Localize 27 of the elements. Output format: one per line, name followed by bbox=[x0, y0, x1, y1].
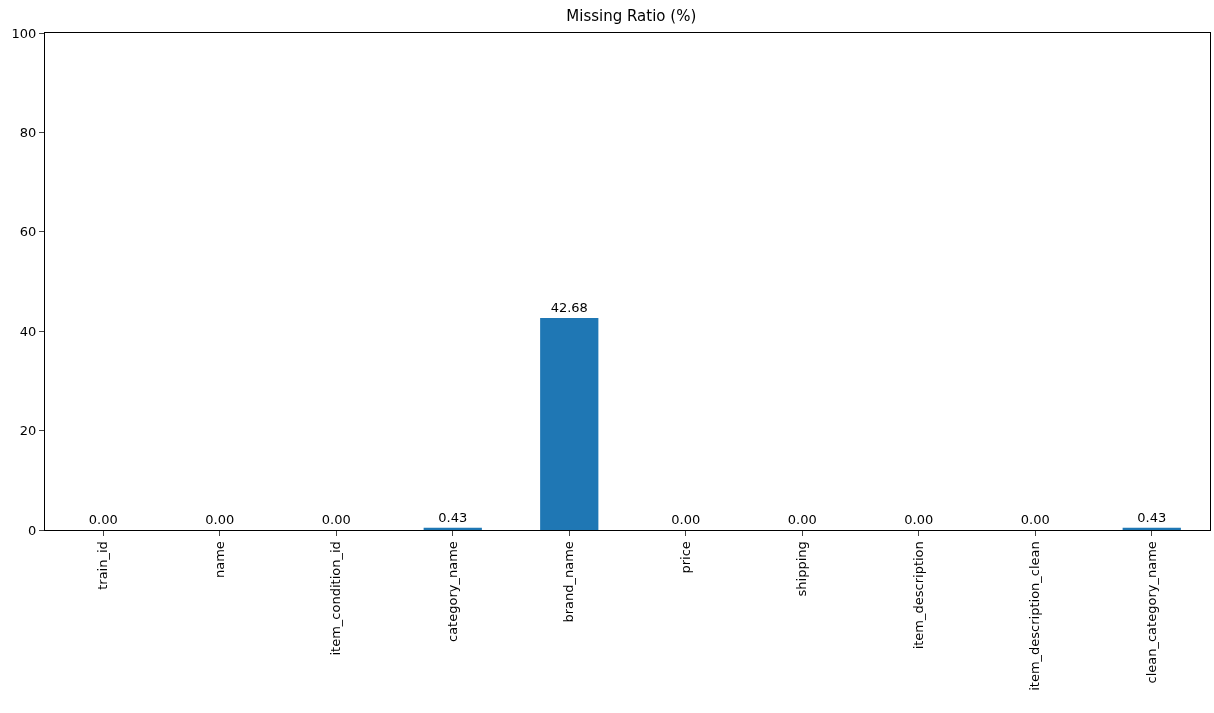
y-tick-label: 60 bbox=[19, 224, 37, 240]
data-label: 0.00 bbox=[787, 512, 817, 527]
data-label: 0.43 bbox=[1137, 509, 1167, 525]
x-tick-label: price bbox=[677, 541, 693, 574]
y-tick-label: 100 bbox=[11, 25, 37, 41]
data-label: 0.00 bbox=[205, 512, 235, 527]
data-label: 42.68 bbox=[550, 299, 588, 315]
data-label: 0.00 bbox=[1020, 512, 1050, 527]
data-label: 0.43 bbox=[438, 509, 468, 525]
y-tick-label: 20 bbox=[19, 423, 37, 439]
y-tick-label: 0 bbox=[28, 522, 37, 538]
x-tick-label: clean_category_name bbox=[1143, 541, 1159, 684]
data-label: 0.00 bbox=[671, 512, 701, 527]
x-tick-label: item_condition_id bbox=[328, 541, 344, 656]
data-label: 0.00 bbox=[88, 512, 118, 527]
x-tick-label: train_id bbox=[95, 541, 111, 590]
data-label: 0.00 bbox=[321, 512, 351, 527]
data-label: 0.00 bbox=[904, 512, 934, 527]
x-tick-label: brand_name bbox=[561, 541, 577, 623]
x-tick-label: shipping bbox=[794, 541, 810, 597]
x-tick-label: item_description_clean bbox=[1027, 541, 1043, 691]
x-tick-label: item_description bbox=[910, 541, 926, 650]
y-tick-label: 80 bbox=[19, 124, 37, 140]
chart-title: Missing Ratio (%) bbox=[566, 7, 697, 26]
y-tick-label: 40 bbox=[19, 323, 37, 339]
x-tick-label: name bbox=[211, 541, 227, 579]
x-tick-label: category_name bbox=[444, 541, 460, 643]
